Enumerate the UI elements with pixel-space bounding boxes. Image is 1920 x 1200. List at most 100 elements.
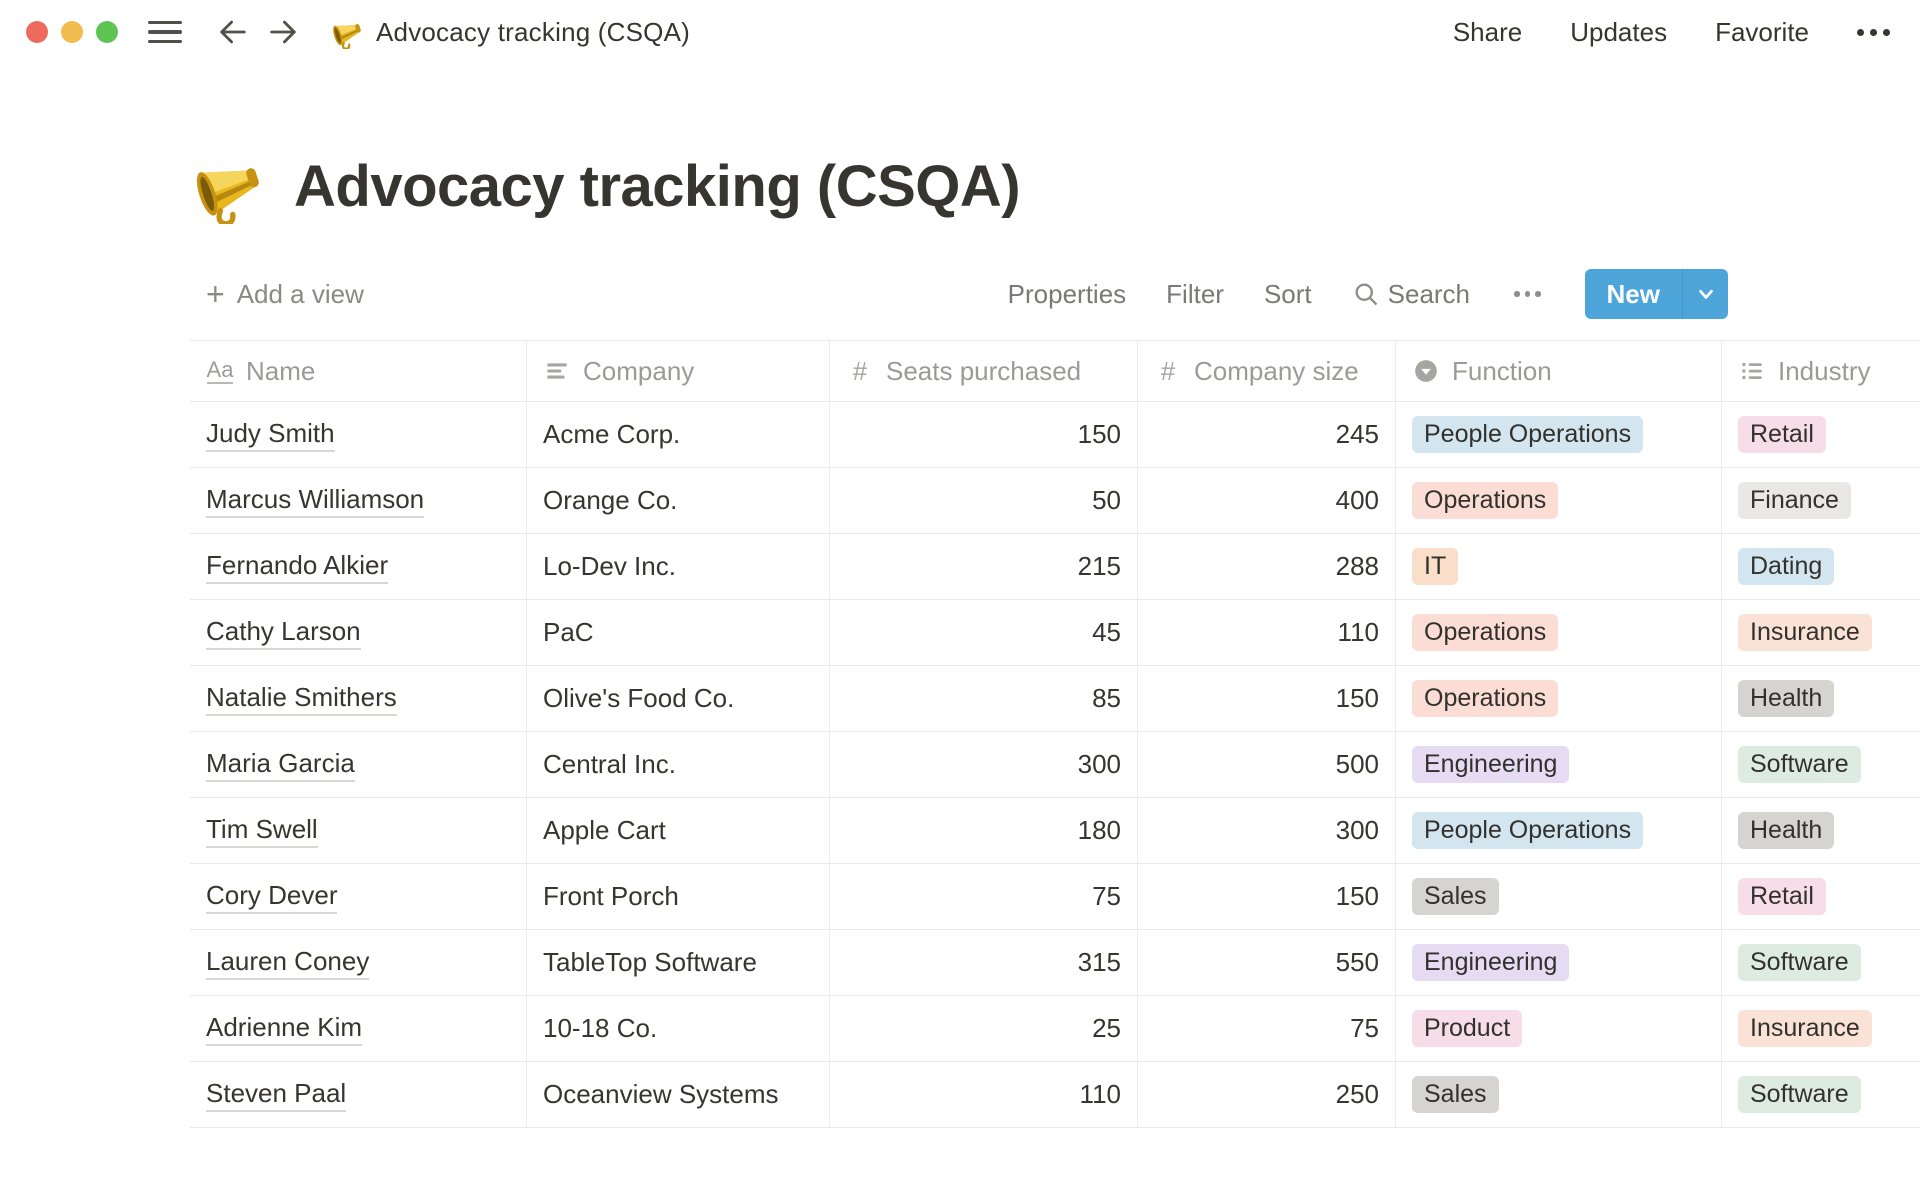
page-link[interactable]: Marcus Williamson bbox=[206, 483, 425, 519]
company-size-cell[interactable]: 500 bbox=[1138, 732, 1396, 798]
function-tag[interactable]: People Operations bbox=[1412, 416, 1644, 453]
new-dropdown-chevron-icon[interactable] bbox=[1682, 269, 1728, 319]
function-cell[interactable]: Operations bbox=[1396, 666, 1722, 732]
sort-button[interactable]: Sort bbox=[1263, 278, 1312, 309]
industry-tag[interactable]: Software bbox=[1738, 944, 1861, 981]
new-record-button[interactable]: New bbox=[1584, 269, 1728, 319]
function-tag[interactable]: Sales bbox=[1412, 1076, 1499, 1113]
page-link[interactable]: Cory Dever bbox=[206, 879, 338, 915]
share-button[interactable]: Share bbox=[1452, 16, 1523, 47]
page-link[interactable]: Lauren Coney bbox=[206, 945, 370, 981]
name-cell[interactable]: Cory Dever bbox=[190, 864, 527, 930]
close-window-button[interactable] bbox=[26, 21, 48, 43]
company-cell[interactable]: Oceanview Systems bbox=[527, 1062, 830, 1128]
company-size-cell[interactable]: 300 bbox=[1138, 798, 1396, 864]
industry-tag[interactable]: Health bbox=[1738, 812, 1835, 849]
name-cell[interactable]: Natalie Smithers bbox=[190, 666, 527, 732]
company-cell[interactable]: Olive's Food Co. bbox=[527, 666, 830, 732]
name-cell[interactable]: Tim Swell bbox=[190, 798, 527, 864]
name-cell[interactable]: Maria Garcia bbox=[190, 732, 527, 798]
properties-button[interactable]: Properties bbox=[1007, 278, 1127, 309]
function-cell[interactable]: Sales bbox=[1396, 1062, 1722, 1128]
industry-cell[interactable]: Finance bbox=[1722, 468, 1920, 534]
name-cell[interactable]: Cathy Larson bbox=[190, 600, 527, 666]
industry-cell[interactable]: Health bbox=[1722, 798, 1920, 864]
industry-tag[interactable]: Retail bbox=[1738, 878, 1826, 915]
seats-purchased-cell[interactable]: 75 bbox=[830, 864, 1138, 930]
function-tag[interactable]: Operations bbox=[1412, 680, 1559, 717]
page-link[interactable]: Fernando Alkier bbox=[206, 549, 389, 585]
more-options-icon[interactable] bbox=[1857, 28, 1890, 36]
name-cell[interactable]: Steven Paal bbox=[190, 1062, 527, 1128]
seats-purchased-cell[interactable]: 25 bbox=[830, 996, 1138, 1062]
column-header-company[interactable]: Company bbox=[527, 340, 830, 402]
industry-tag[interactable]: Finance bbox=[1738, 482, 1851, 519]
company-cell[interactable]: Lo-Dev Inc. bbox=[527, 534, 830, 600]
function-tag[interactable]: Engineering bbox=[1412, 944, 1570, 981]
industry-cell[interactable]: Software bbox=[1722, 930, 1920, 996]
industry-cell[interactable]: Software bbox=[1722, 1062, 1920, 1128]
seats-purchased-cell[interactable]: 180 bbox=[830, 798, 1138, 864]
company-size-cell[interactable]: 288 bbox=[1138, 534, 1396, 600]
company-cell[interactable]: Orange Co. bbox=[527, 468, 830, 534]
industry-cell[interactable]: Retail bbox=[1722, 864, 1920, 930]
forward-arrow-icon[interactable] bbox=[266, 15, 300, 49]
column-header-industry[interactable]: Industry bbox=[1722, 340, 1920, 402]
function-cell[interactable]: People Operations bbox=[1396, 402, 1722, 468]
function-cell[interactable]: Sales bbox=[1396, 864, 1722, 930]
view-more-options-icon[interactable] bbox=[1510, 291, 1545, 297]
column-header-seats-purchased[interactable]: # Seats purchased bbox=[830, 340, 1138, 402]
industry-tag[interactable]: Insurance bbox=[1738, 1010, 1872, 1047]
industry-cell[interactable]: Insurance bbox=[1722, 600, 1920, 666]
function-tag[interactable]: Operations bbox=[1412, 614, 1559, 651]
function-tag[interactable]: IT bbox=[1412, 548, 1459, 585]
company-size-cell[interactable]: 75 bbox=[1138, 996, 1396, 1062]
company-cell[interactable]: 10-18 Co. bbox=[527, 996, 830, 1062]
company-cell[interactable]: Central Inc. bbox=[527, 732, 830, 798]
company-size-cell[interactable]: 245 bbox=[1138, 402, 1396, 468]
industry-tag[interactable]: Dating bbox=[1738, 548, 1835, 585]
industry-cell[interactable]: Insurance bbox=[1722, 996, 1920, 1062]
name-cell[interactable]: Judy Smith bbox=[190, 402, 527, 468]
function-cell[interactable]: Engineering bbox=[1396, 732, 1722, 798]
company-size-cell[interactable]: 400 bbox=[1138, 468, 1396, 534]
updates-button[interactable]: Updates bbox=[1570, 16, 1668, 47]
function-tag[interactable]: People Operations bbox=[1412, 812, 1644, 849]
company-cell[interactable]: TableTop Software bbox=[527, 930, 830, 996]
page-link[interactable]: Steven Paal bbox=[206, 1077, 347, 1113]
company-cell[interactable]: Apple Cart bbox=[527, 798, 830, 864]
industry-cell[interactable]: Health bbox=[1722, 666, 1920, 732]
page-link[interactable]: Natalie Smithers bbox=[206, 681, 397, 717]
function-cell[interactable]: Product bbox=[1396, 996, 1722, 1062]
seats-purchased-cell[interactable]: 45 bbox=[830, 600, 1138, 666]
industry-tag[interactable]: Retail bbox=[1738, 416, 1826, 453]
search-button[interactable]: Search bbox=[1352, 279, 1470, 310]
company-cell[interactable]: Acme Corp. bbox=[527, 402, 830, 468]
function-cell[interactable]: People Operations bbox=[1396, 798, 1722, 864]
zoom-window-button[interactable] bbox=[96, 21, 118, 43]
column-header-function[interactable]: Function bbox=[1396, 340, 1722, 402]
seats-purchased-cell[interactable]: 315 bbox=[830, 930, 1138, 996]
name-cell[interactable]: Lauren Coney bbox=[190, 930, 527, 996]
megaphone-icon[interactable] bbox=[190, 148, 266, 227]
seats-purchased-cell[interactable]: 110 bbox=[830, 1062, 1138, 1128]
minimize-window-button[interactable] bbox=[61, 21, 83, 43]
company-cell[interactable]: PaC bbox=[527, 600, 830, 666]
function-tag[interactable]: Product bbox=[1412, 1010, 1523, 1047]
column-header-name[interactable]: Aa Name bbox=[190, 340, 527, 402]
page-link[interactable]: Cathy Larson bbox=[206, 615, 361, 651]
name-cell[interactable]: Fernando Alkier bbox=[190, 534, 527, 600]
seats-purchased-cell[interactable]: 50 bbox=[830, 468, 1138, 534]
company-size-cell[interactable]: 150 bbox=[1138, 864, 1396, 930]
company-cell[interactable]: Front Porch bbox=[527, 864, 830, 930]
favorite-button[interactable]: Favorite bbox=[1715, 16, 1809, 47]
function-tag[interactable]: Operations bbox=[1412, 482, 1559, 519]
seats-purchased-cell[interactable]: 300 bbox=[830, 732, 1138, 798]
company-size-cell[interactable]: 110 bbox=[1138, 600, 1396, 666]
page-link[interactable]: Maria Garcia bbox=[206, 747, 355, 783]
industry-cell[interactable]: Software bbox=[1722, 732, 1920, 798]
page-link[interactable]: Tim Swell bbox=[206, 813, 318, 849]
company-size-cell[interactable]: 550 bbox=[1138, 930, 1396, 996]
industry-tag[interactable]: Health bbox=[1738, 680, 1835, 717]
industry-tag[interactable]: Software bbox=[1738, 746, 1861, 783]
